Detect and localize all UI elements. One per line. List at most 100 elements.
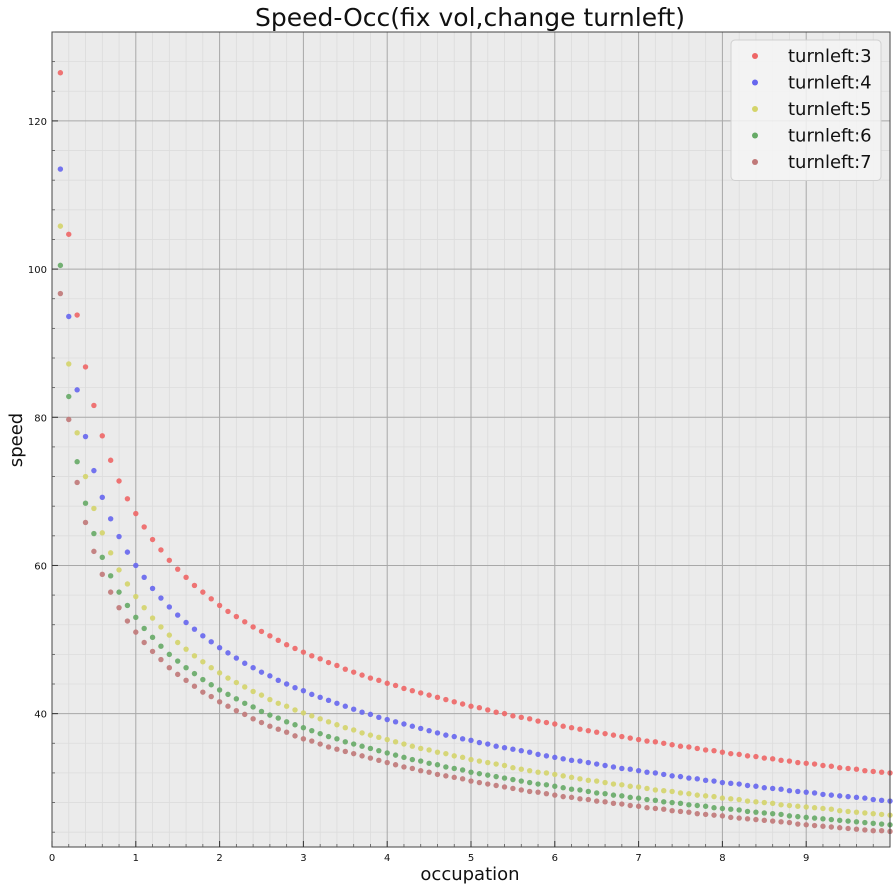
data-point [878, 821, 885, 827]
data-point [124, 549, 131, 555]
series-layer [57, 70, 893, 835]
data-point [309, 653, 315, 659]
data-point [778, 811, 784, 818]
data-point [258, 628, 265, 635]
data-point [242, 684, 248, 690]
data-point [744, 798, 751, 804]
data-point [409, 687, 416, 694]
data-point [275, 726, 281, 732]
data-point [392, 762, 399, 768]
data-point [627, 802, 633, 809]
data-point [107, 573, 114, 579]
data-point [459, 754, 466, 761]
data-point [191, 582, 198, 589]
data-point [828, 763, 835, 769]
data-point [811, 761, 818, 767]
data-point [761, 810, 767, 816]
data-point [862, 827, 868, 833]
data-point [175, 612, 181, 618]
data-point [401, 754, 407, 761]
data-point [711, 793, 717, 800]
data-point [820, 805, 826, 812]
data-point [560, 785, 566, 791]
data-point [862, 795, 868, 801]
data-point [443, 750, 449, 757]
data-point [786, 813, 793, 819]
legend-marker [752, 53, 758, 59]
data-point [418, 758, 424, 764]
data-point [753, 809, 759, 815]
x-tick-label: 0 [49, 853, 55, 864]
y-axis-label: speed [6, 413, 27, 467]
data-point [91, 505, 97, 512]
data-point [543, 770, 550, 776]
data-point [518, 778, 524, 784]
data-point [376, 714, 382, 721]
data-point [116, 478, 122, 484]
data-point [870, 810, 876, 817]
data-point [786, 802, 793, 809]
data-point [803, 804, 809, 810]
data-point [518, 766, 524, 772]
data-point [91, 548, 97, 555]
data-point [376, 747, 382, 754]
data-point [342, 703, 348, 709]
data-point [133, 629, 139, 635]
data-point [552, 771, 558, 778]
data-point [409, 743, 416, 749]
data-point [845, 825, 851, 832]
data-point [878, 811, 885, 818]
data-point [166, 651, 173, 658]
data-point [292, 722, 298, 728]
data-point [149, 585, 156, 592]
data-point [124, 496, 131, 502]
data-point [619, 793, 625, 799]
data-point [208, 639, 214, 645]
data-point [149, 536, 156, 543]
data-point [635, 767, 642, 774]
data-point [166, 604, 173, 610]
data-point [124, 618, 131, 624]
series-turnleft-3 [57, 70, 893, 776]
data-point [434, 730, 441, 736]
data-point [191, 683, 198, 689]
data-point [485, 707, 491, 713]
data-point [141, 574, 147, 581]
data-point [116, 567, 122, 573]
data-point [133, 593, 139, 600]
data-point [661, 740, 667, 746]
data-point [392, 719, 399, 725]
data-point [853, 794, 860, 801]
data-point [133, 614, 139, 621]
data-point [652, 739, 659, 745]
data-point [619, 733, 625, 740]
y-tick-label: 60 [34, 561, 47, 572]
data-point [686, 790, 692, 797]
data-point [837, 807, 843, 814]
data-point [250, 716, 256, 722]
data-point [367, 732, 374, 738]
major-grid [51, 32, 890, 847]
data-point [635, 736, 642, 743]
data-point [200, 633, 206, 639]
data-point [359, 730, 365, 736]
data-point [719, 795, 726, 801]
data-point [183, 619, 189, 626]
data-point [175, 639, 181, 646]
data-point [853, 809, 860, 815]
data-point [769, 818, 776, 824]
data-point [258, 669, 265, 675]
data-point [99, 554, 105, 561]
data-point [568, 757, 575, 764]
data-point [107, 589, 114, 595]
data-point [57, 290, 64, 297]
legend-label: turnleft:7 [788, 152, 872, 173]
data-point [795, 788, 801, 795]
series-turnleft-5 [57, 223, 893, 818]
data-point [878, 828, 885, 834]
x-tick-label: 4 [384, 853, 390, 864]
data-point [803, 814, 809, 821]
data-point [468, 769, 474, 775]
data-point [443, 764, 449, 770]
